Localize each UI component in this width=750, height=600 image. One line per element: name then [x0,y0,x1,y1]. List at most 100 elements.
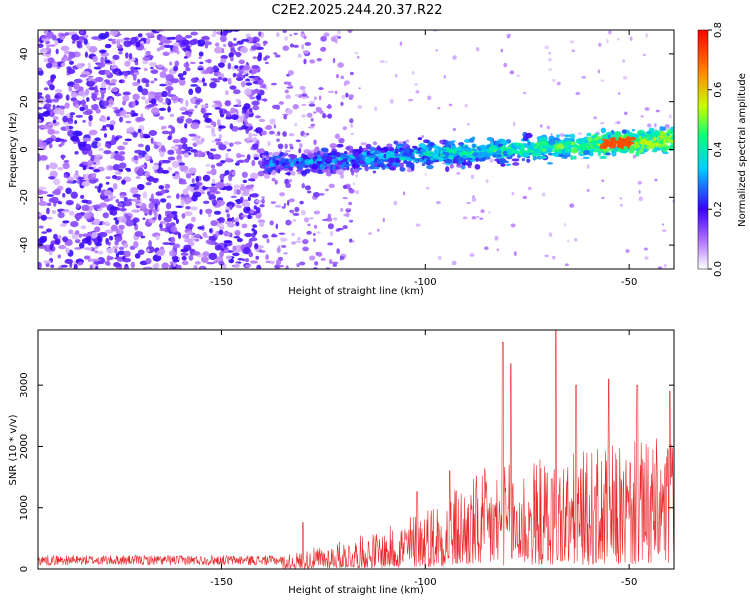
spectrogram-cell [444,151,450,157]
spectrogram-cell [182,70,187,76]
spectrogram-cell [386,163,392,168]
spectrogram-cell [339,173,345,179]
spectrogram-cell [406,167,412,173]
spectrogram-cell [265,168,273,173]
spectrogram-cell [349,71,354,76]
spectrogram-cell [222,44,227,48]
spectrogram-cell [185,172,192,179]
spectrogram-cell [287,108,293,115]
spectrogram-cell [598,42,602,47]
spectrogram-cell [210,164,216,169]
spectrogram-cell [315,106,323,113]
spectrogram-cell [341,94,346,100]
spectrogram-cell [628,136,637,141]
spectrogram-cell [276,138,280,142]
spectrogram-cell [382,217,385,223]
spectrogram-cell [303,217,310,223]
spectrogram-cell [214,42,220,47]
spectrogram-cell [599,155,607,159]
spectrogram-cell [245,128,249,134]
spectrogram-cell [245,184,254,190]
spectrogram-cell [201,36,210,40]
spectrogram-cell [173,65,179,72]
spectrogram-cell [571,49,576,53]
spectrogram-cell [648,131,652,135]
spectrogram-cell [65,125,70,132]
spectrogram-cell [123,40,132,48]
spectrogram-cell [349,238,353,243]
spectrogram-cell [304,168,311,174]
spectrogram-cell [150,69,159,74]
spectrogram-cell [252,137,258,143]
spectrogram-cell [188,88,194,96]
spectrogram-cell [153,144,159,150]
spectrogram-cell [354,52,359,55]
spectrogram-cell [235,51,242,58]
spectrogram-cell [601,196,605,200]
spectrogram-cell [371,157,375,161]
spectrogram-cell [231,114,239,121]
spectrogram-cell [597,69,600,74]
spectrogram-cell [290,170,296,176]
spectrogram-cell [79,74,88,78]
spectrogram-cell [285,159,290,165]
spectrogram-cell [185,44,191,51]
spectrogram-cell [336,36,342,39]
spectrogram-cell [546,125,551,130]
spectrogram-cell [330,146,336,150]
spectrogram-cell [108,38,113,42]
spectrogram-cell [258,31,262,37]
spectrogram-cell [245,82,253,86]
spectrogram-cell [103,133,108,138]
spectrogram-cell [548,68,553,71]
spectrogram-cell [244,232,253,238]
spectrogram-cell [343,80,347,87]
spectrogram-cell [522,152,530,158]
spectrogram-cell [622,140,627,145]
spectrogram-cell [546,162,554,165]
spectrogram-cell [148,240,152,248]
spectrogram-cell [209,228,213,234]
spectrogram-cell [360,142,367,146]
spectrogram-cell [88,80,95,86]
spectrogram-cell [283,81,289,85]
spectrogram-cell [385,153,389,159]
spectrogram-cell [512,162,520,166]
spectrogram-cell [444,143,451,149]
spectrogram-cell [249,209,255,214]
spectrogram-cell [278,264,285,268]
spectrogram-cell [608,137,617,141]
spectrogram-cell [252,105,260,111]
spectrogram-cell [490,138,494,143]
spectrogram-cell [110,65,117,70]
spectrogram-cell [69,114,74,119]
spectrogram-cell [429,142,435,147]
spectrogram-cell [368,146,376,152]
spectrogram-cell [160,145,166,152]
spectrogram-cell [295,139,302,143]
spectrogram-cell [670,136,674,140]
spectrogram-cell [292,44,300,48]
spectrogram-cell [101,49,107,53]
spectrogram-cell [526,158,531,163]
spectrogram-cell [268,130,275,135]
spectrogram-cell [274,204,282,208]
spectrogram-cell [133,241,139,248]
spectrogram-cell [650,136,654,141]
spectrogram-cell [405,148,410,154]
spectrogram-cell [299,142,303,149]
spectrogram-cell [100,81,107,89]
spectrogram-cell [485,179,489,184]
spectrogram-cell [261,198,265,204]
spectrogram-cell [265,155,270,159]
spectrogram-cell [39,235,47,243]
spectrogram-cell [337,227,344,231]
spectrogram-cell [243,246,251,255]
spectrogram-cell [194,105,198,109]
spectrogram-cell [81,237,91,244]
spectrogram-cell [670,138,674,143]
spectrogram-cell [440,157,444,161]
spectrogram-cell [298,164,304,168]
spectrogram-cell [352,182,355,186]
spectrogram-cell [563,134,572,137]
